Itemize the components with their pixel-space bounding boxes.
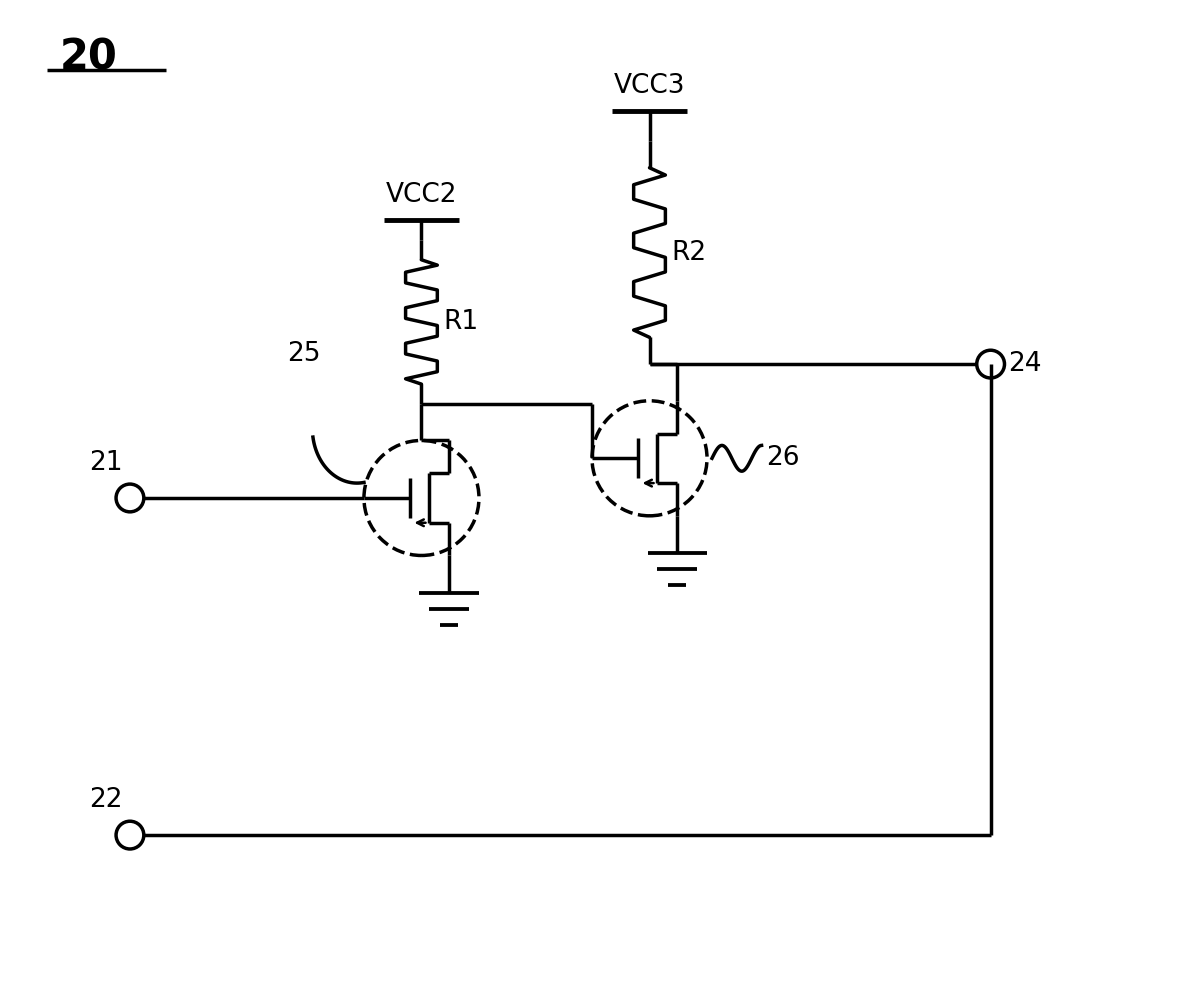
Text: 25: 25: [287, 341, 321, 368]
Text: 24: 24: [1008, 351, 1042, 377]
Text: R1: R1: [444, 309, 478, 335]
Text: VCC3: VCC3: [614, 73, 686, 100]
Text: 21: 21: [89, 451, 123, 476]
Text: 26: 26: [766, 446, 801, 471]
Text: VCC2: VCC2: [385, 183, 458, 208]
Text: 20: 20: [59, 37, 117, 79]
Text: R2: R2: [671, 239, 707, 266]
Text: 22: 22: [89, 787, 123, 813]
